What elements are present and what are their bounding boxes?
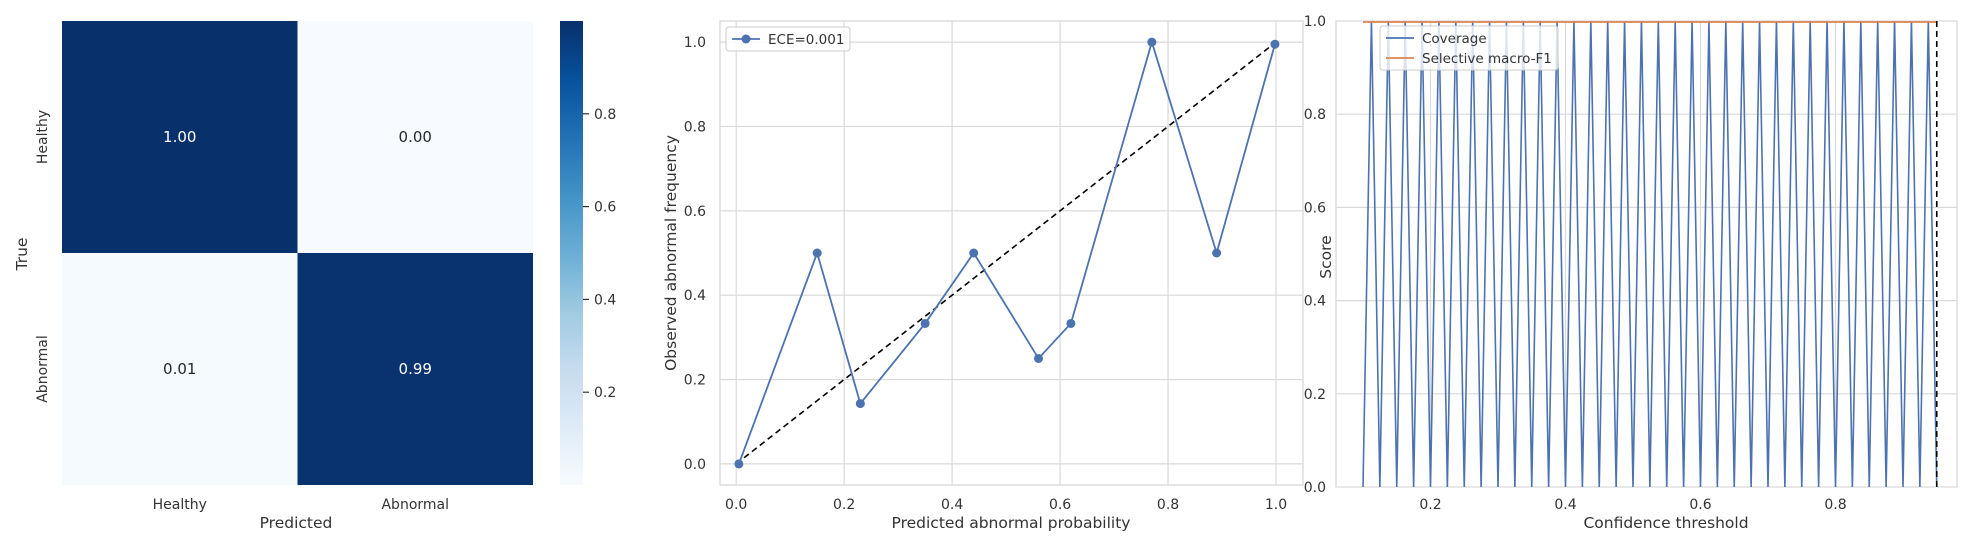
selective-x-tick-label: 0.2	[1419, 497, 1441, 513]
calibration-point	[812, 248, 822, 258]
calibration-points	[734, 37, 1280, 469]
heatmap-cell-value: 0.00	[399, 128, 432, 146]
selective-legend: Coverage Selective macro-F1	[1379, 25, 1559, 71]
coverage-legend-label: Coverage	[1422, 31, 1487, 47]
perfect-calibration-line	[735, 41, 1277, 465]
selective-panel: 0.2 0.4 0.6 0.8 0.0 0.2 0.4 0.6 0.8 1.0 Confiden…	[1304, 14, 1958, 532]
heatmap-x-tick-label: Abnormal	[381, 497, 449, 513]
colorbar-tick-label: 0.2	[594, 385, 616, 401]
calibration-point	[1270, 39, 1280, 49]
calibration-point	[734, 459, 744, 469]
calibration-y-tick-label: 0.8	[684, 119, 706, 135]
colorbar	[560, 21, 583, 485]
calibration-x-tick-label: 0.2	[833, 497, 855, 513]
calibration-x-tick-label: 0.8	[1157, 497, 1179, 513]
colorbar-ticks: 0.2 0.4 0.6 0.8	[583, 107, 616, 401]
colorbar-tick-label: 0.8	[594, 107, 616, 123]
calibration-axes-frame	[719, 20, 1304, 486]
heatmap-cell	[62, 21, 298, 253]
heatmap-x-axis-label: Predicted	[260, 514, 333, 532]
calibration-series-line	[738, 38, 1276, 465]
heatmap-cell-labels: 1.00 0.00 0.01 0.99	[163, 128, 432, 378]
colorbar-tick-label: 0.6	[594, 200, 616, 216]
calibration-point	[1033, 353, 1043, 363]
heatmap-y-tick-label: Abnormal	[35, 335, 51, 403]
calibration-legend-label: ECE=0.001	[768, 32, 844, 48]
selective-y-tick-label: 0.4	[1304, 294, 1326, 310]
calibration-x-tick-label: 0.4	[941, 497, 963, 513]
calibration-grid	[720, 21, 1303, 485]
calibration-legend: ECE=0.001	[725, 26, 851, 52]
calibration-point	[1212, 248, 1222, 258]
calibration-point	[920, 318, 930, 328]
calibration-legend-marker	[741, 34, 751, 44]
calibration-x-tick-labels: 0.0 0.2 0.4 0.6 0.8 1.0	[725, 497, 1287, 513]
coverage-series-line	[1362, 21, 1938, 487]
calibration-point	[1066, 318, 1076, 328]
selective-x-tick-label: 0.4	[1554, 497, 1576, 513]
heatmap-cell-value: 0.99	[399, 360, 432, 378]
calibration-y-axis-label: Observed abnormal frequency	[662, 135, 680, 371]
selective-grid	[1336, 20, 1957, 488]
colorbar-tick-label: 0.4	[594, 292, 616, 308]
calibration-x-tick-label: 0.6	[1049, 497, 1071, 513]
calibration-point	[855, 399, 865, 409]
selective-y-axis-label: Score	[1317, 235, 1335, 278]
selective-y-tick-label: 0.8	[1304, 107, 1326, 123]
selective-x-tick-label: 0.8	[1824, 497, 1846, 513]
calibration-x-tick-label: 0.0	[725, 497, 747, 513]
calibration-point	[969, 248, 979, 258]
heatmap-x-tick-label: Healthy	[153, 497, 207, 513]
heatmap-cell	[62, 253, 298, 485]
selective-x-tick-label: 0.6	[1689, 497, 1711, 513]
selective-x-tick-labels: 0.2 0.4 0.6 0.8	[1419, 497, 1846, 513]
calibration-y-tick-label: 1.0	[684, 35, 706, 51]
selective-x-axis-label: Confidence threshold	[1583, 514, 1748, 532]
calibration-x-axis-label: Predicted abnormal probability	[892, 514, 1131, 532]
heatmap-y-tick-labels: Healthy Abnormal	[35, 110, 51, 403]
heatmap-x-tick-labels: Healthy Abnormal	[153, 497, 449, 513]
selective-y-tick-label: 1.0	[1304, 14, 1326, 30]
calibration-legend-box	[725, 26, 851, 52]
selective-legend-box	[1379, 25, 1559, 71]
calibration-y-tick-labels: 0.0 0.2 0.4 0.6 0.8 1.0	[684, 35, 706, 473]
selective-y-tick-labels: 0.0 0.2 0.4 0.6 0.8 1.0	[1304, 14, 1326, 496]
selective-y-tick-label: 0.0	[1304, 480, 1326, 496]
selective-y-tick-label: 0.2	[1304, 387, 1326, 403]
heatmap-cells	[62, 21, 533, 485]
heatmap-cell-value: 0.01	[163, 360, 196, 378]
calibration-y-tick-label: 0.4	[684, 288, 706, 304]
heatmap-y-axis-label: True	[13, 238, 31, 272]
calibration-y-tick-label: 0.0	[684, 457, 706, 473]
calibration-panel: 0.0 0.2 0.4 0.6 0.8 1.0 0.0 0.2 0.4 0.6 0.8 1.0 Pr…	[662, 20, 1304, 532]
selective-y-tick-label: 0.6	[1304, 200, 1326, 216]
heatmap-cell	[297, 253, 533, 485]
calibration-y-tick-label: 0.2	[684, 373, 706, 389]
confusion-matrix-panel: 1.00 0.00 0.01 0.99 Healthy Abnormal Healthy…	[13, 21, 616, 532]
heatmap-y-tick-label: Healthy	[35, 110, 51, 164]
calibration-point	[1147, 37, 1157, 47]
calibration-x-tick-label: 1.0	[1265, 497, 1287, 513]
calibration-y-tick-label: 0.6	[684, 204, 706, 220]
selective-f1-legend-label: Selective macro-F1	[1422, 51, 1552, 67]
heatmap-cell	[297, 21, 533, 253]
heatmap-cell-value: 1.00	[163, 128, 196, 146]
